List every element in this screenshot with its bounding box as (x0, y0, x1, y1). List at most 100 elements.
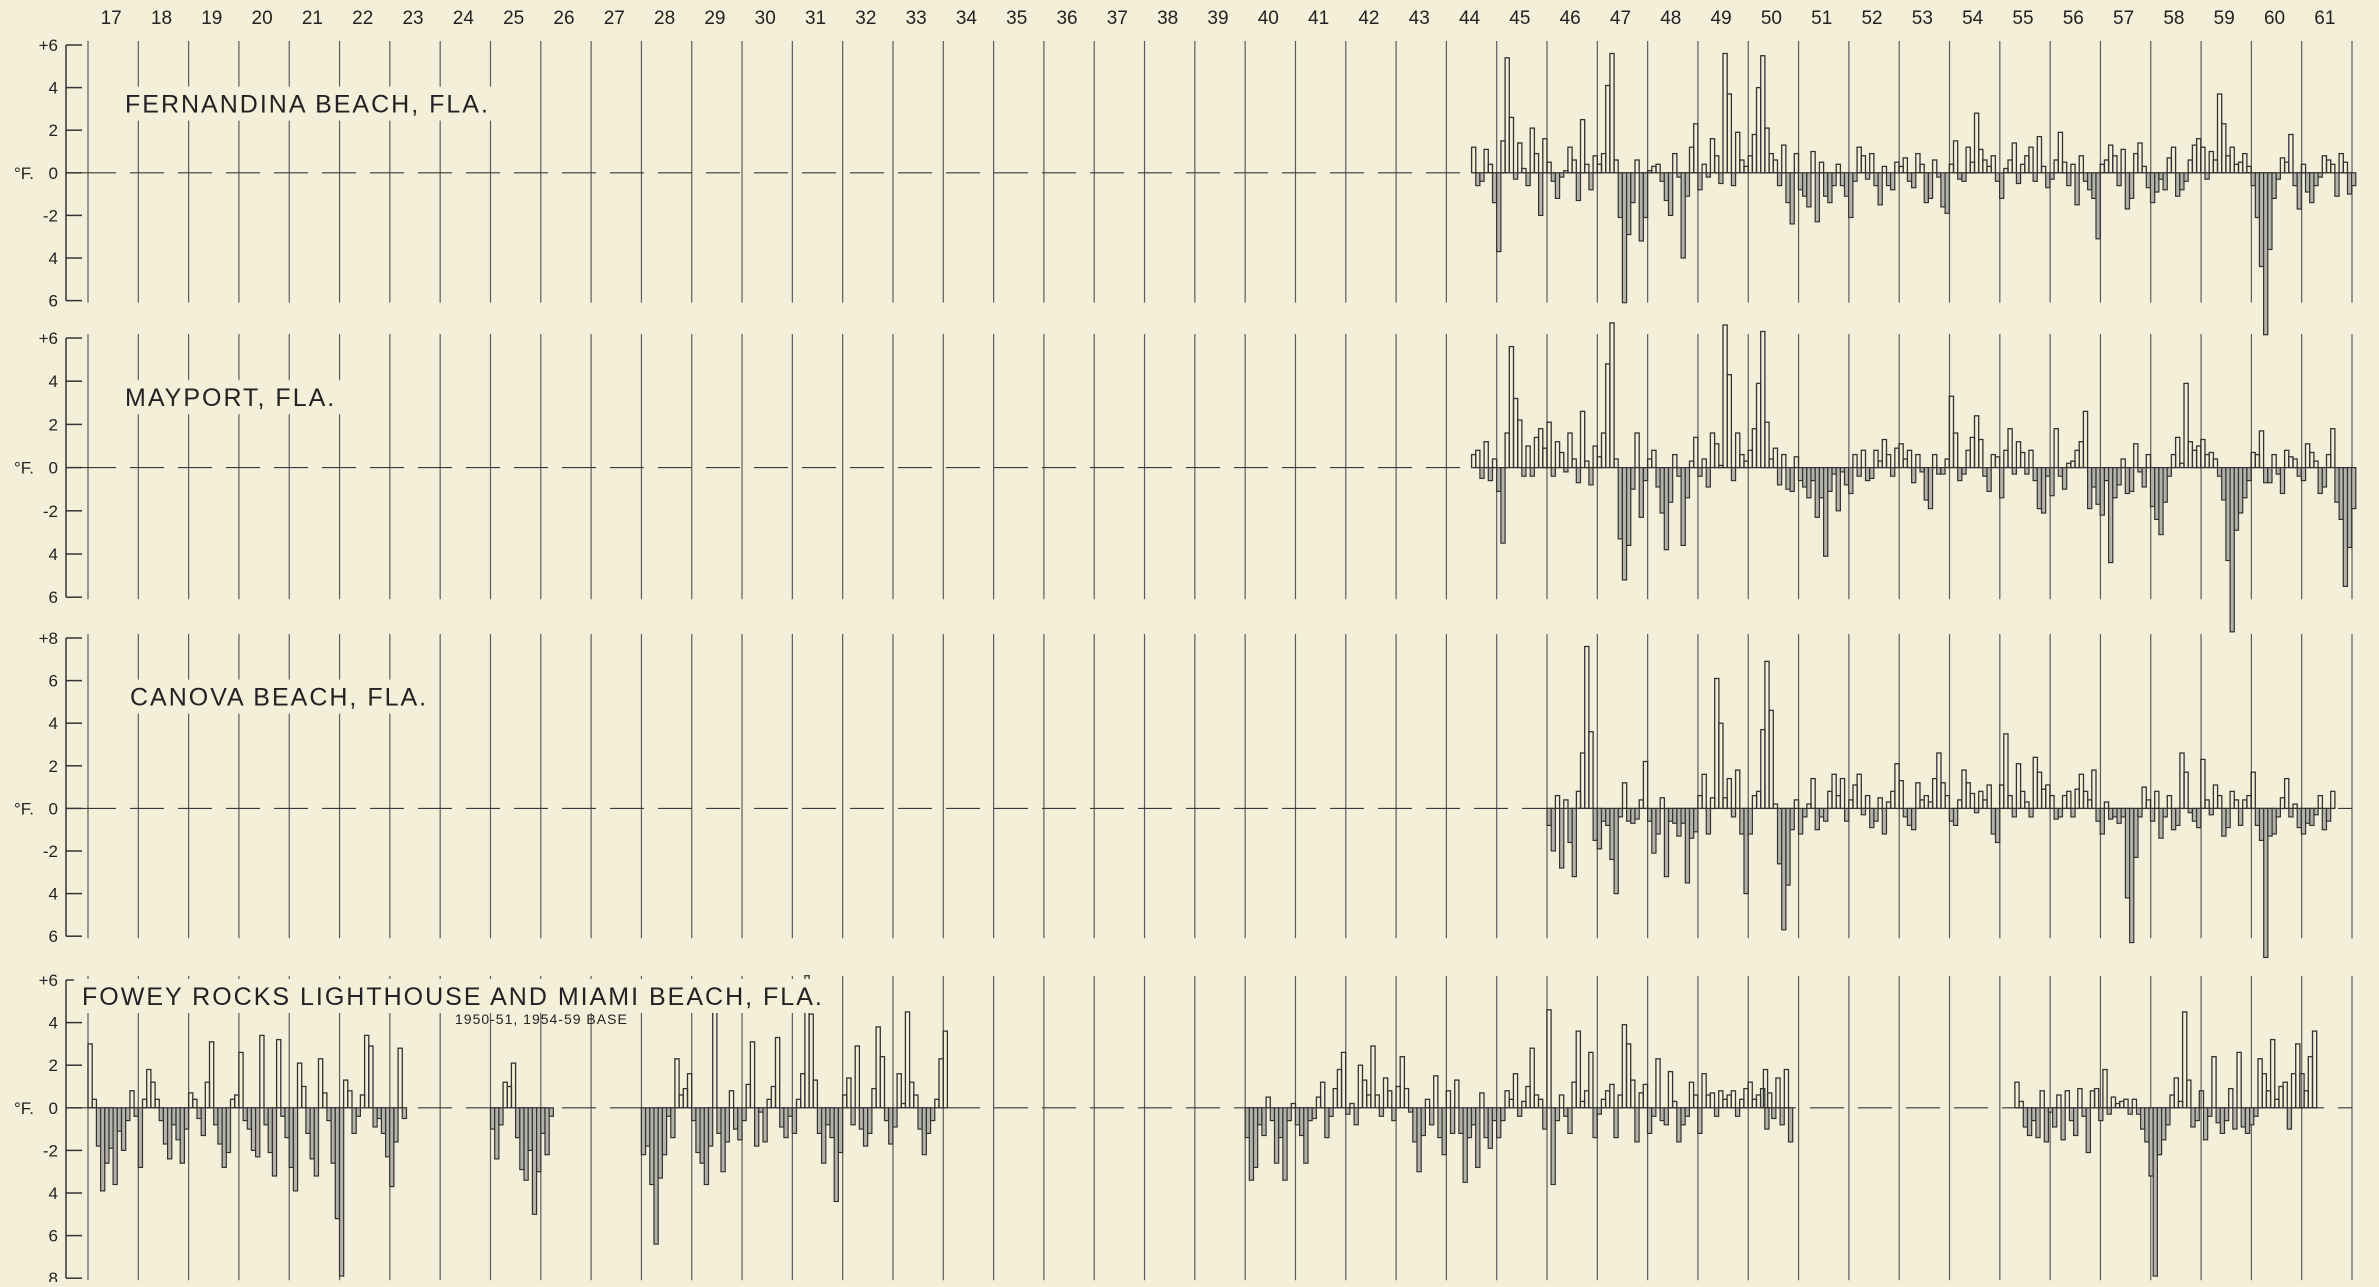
negative-departure-bar (2047, 1107, 2054, 1113)
negative-departure-bar (338, 1107, 345, 1277)
negative-departure-bar (1546, 807, 1552, 827)
negative-departure-bar (2271, 807, 2277, 835)
negative-departure-bar (1889, 467, 1896, 477)
negative-departure-bar (1252, 1107, 1259, 1169)
year-label: 39 (1207, 8, 1228, 29)
positive-departure-bar (1831, 773, 1837, 810)
negative-departure-bar (326, 1107, 332, 1122)
negative-departure-bar (2091, 467, 2097, 488)
negative-departure-bar (2049, 172, 2055, 180)
negative-departure-bar (1835, 467, 1841, 512)
negative-departure-bar (1521, 467, 1527, 477)
positive-departure-bar (1793, 799, 1800, 810)
negative-departure-bar (2081, 1107, 2087, 1117)
negative-departure-bar (1889, 172, 1896, 191)
negative-departure-bar (1470, 1107, 1477, 1126)
negative-departure-bar (95, 1107, 102, 1147)
positive-departure-bar (1361, 1079, 1368, 1109)
negative-departure-bar (1567, 807, 1573, 844)
positive-departure-bar (1860, 449, 1867, 469)
positive-departure-bar (1902, 157, 1909, 174)
negative-departure-bar (1345, 1107, 1351, 1115)
negative-departure-bar (1563, 1107, 1569, 1117)
positive-departure-bar (1517, 419, 1523, 469)
negative-departure-bar (1458, 1107, 1464, 1135)
negative-departure-bar (2263, 172, 2269, 336)
negative-departure-bar (753, 1107, 760, 1147)
y-tick-label: 2 (49, 1056, 58, 1075)
negative-departure-bar (2140, 1107, 2146, 1130)
y-tick-label: -2 (43, 206, 58, 225)
positive-departure-bar (1655, 163, 1661, 174)
negative-departure-bar (2351, 467, 2357, 510)
negative-departure-bar (2232, 1107, 2238, 1130)
negative-departure-bar (1998, 172, 2005, 200)
negative-departure-bar (2194, 1107, 2200, 1122)
year-label: 25 (503, 8, 524, 29)
negative-departure-bar (1441, 1107, 1447, 1156)
negative-departure-bar (2317, 467, 2323, 495)
negative-departure-bar (1676, 807, 1682, 837)
negative-departure-bar (2043, 1107, 2050, 1143)
title-backdrop (117, 380, 347, 415)
negative-departure-bar (540, 1107, 546, 1135)
negative-departure-bar (2296, 467, 2302, 477)
negative-departure-bar (2145, 172, 2152, 189)
positive-departure-bar (1713, 155, 1720, 174)
negative-departure-bar (2225, 467, 2231, 562)
positive-departure-bar (1374, 1094, 1380, 1109)
negative-departure-bar (1659, 467, 1665, 514)
negative-departure-bar (1680, 807, 1686, 824)
positive-departure-bar (1508, 116, 1515, 174)
positive-departure-bar (2131, 1098, 2138, 1109)
positive-departure-bar (686, 1073, 693, 1109)
positive-departure-bar (1483, 441, 1489, 469)
positive-departure-bar (854, 1045, 861, 1109)
panel-title: MAYPORT, FLA. (125, 384, 336, 412)
negative-departure-bar (2011, 467, 2017, 475)
negative-departure-bar (640, 1107, 647, 1156)
positive-departure-bar (2120, 458, 2126, 469)
positive-departure-bar (2233, 799, 2240, 810)
negative-departure-bar (1776, 172, 1783, 187)
negative-departure-bar (1994, 807, 2001, 844)
negative-departure-bar (820, 1107, 827, 1164)
negative-departure-bar (1605, 807, 1611, 827)
negative-departure-bar (2031, 1107, 2037, 1122)
negative-departure-bar (2015, 172, 2022, 185)
positive-departure-bar (1734, 432, 1741, 469)
negative-departure-bar (494, 1107, 500, 1160)
negative-departure-bar (1797, 467, 1804, 482)
positive-departure-bar (2183, 771, 2189, 810)
negative-departure-bar (120, 1107, 127, 1152)
negative-departure-bar (1797, 807, 1804, 835)
year-label: 43 (1409, 8, 1430, 29)
negative-departure-bar (548, 1107, 554, 1117)
negative-departure-bar (1353, 1107, 1359, 1126)
negative-departure-bar (1705, 807, 1712, 835)
negative-departure-bar (837, 1107, 844, 1154)
negative-departure-bar (2179, 172, 2185, 191)
negative-departure-bar (665, 1107, 672, 1117)
positive-departure-bar (1919, 163, 1925, 174)
positive-departure-bar (2070, 163, 2076, 174)
positive-departure-bar (1931, 159, 1938, 174)
negative-departure-bar (2296, 172, 2302, 210)
positive-departure-bar (1764, 127, 1770, 174)
positive-departure-bar (846, 1077, 852, 1109)
negative-departure-bar (1785, 172, 1791, 204)
negative-departure-bar (2223, 1107, 2230, 1122)
negative-departure-bar (514, 1107, 521, 1139)
negative-departure-bar (2309, 172, 2315, 204)
negative-departure-bar (1378, 1107, 1385, 1117)
positive-departure-bar (1781, 453, 1787, 469)
negative-departure-bar (2237, 467, 2244, 514)
negative-departure-bar (1676, 1107, 1682, 1143)
positive-departure-bar (1571, 159, 1577, 174)
negative-departure-bar (330, 1107, 336, 1164)
positive-departure-bar (1898, 780, 1904, 810)
negative-departure-bar (2074, 172, 2080, 206)
y-tick-label: 2 (49, 415, 58, 434)
positive-departure-bar (1265, 1096, 1271, 1109)
negative-departure-bar (2267, 467, 2273, 484)
